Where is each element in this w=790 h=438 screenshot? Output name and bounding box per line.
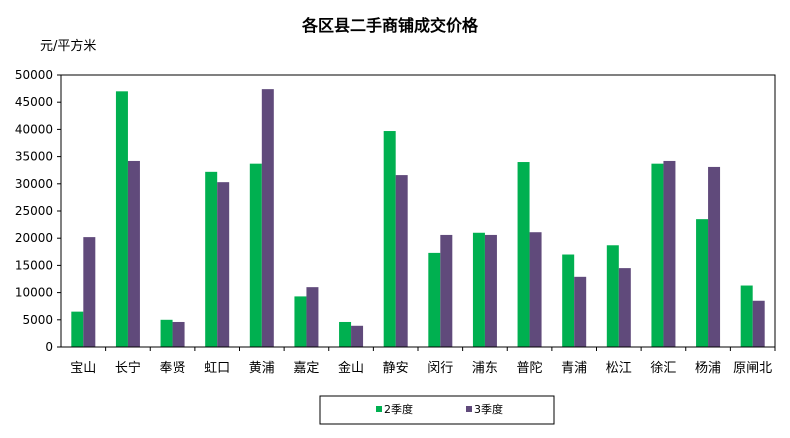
bar-q2 xyxy=(472,232,485,347)
y-tick-label: 35000 xyxy=(15,150,53,164)
bar-q2 xyxy=(606,245,619,347)
legend-swatch-q2 xyxy=(376,406,382,412)
bar-q3 xyxy=(172,321,185,347)
legend-box xyxy=(319,395,555,425)
y-tick-label: 15000 xyxy=(15,258,53,272)
bar-q3 xyxy=(484,234,497,347)
x-category-label: 黄浦 xyxy=(249,361,275,376)
bar-q2 xyxy=(294,296,307,347)
x-category-label: 奉贤 xyxy=(160,361,186,376)
bar-q3 xyxy=(395,175,408,347)
bar-q2 xyxy=(71,311,84,347)
bar-q2 xyxy=(339,321,352,347)
bar-q2 xyxy=(428,252,441,347)
y-tick-label: 30000 xyxy=(15,177,53,191)
bar-q2 xyxy=(740,285,753,347)
legend-label-q2: 2季度 xyxy=(384,402,413,416)
x-category-label: 浦东 xyxy=(472,361,498,376)
bar-q3 xyxy=(752,300,765,347)
bar-q3 xyxy=(306,287,319,347)
x-category-label: 闵行 xyxy=(427,361,453,376)
x-category-label: 杨浦 xyxy=(695,361,721,376)
x-category-label: 金山 xyxy=(338,360,364,376)
bar-q2 xyxy=(651,163,664,347)
bar-q3 xyxy=(618,268,631,347)
y-tick-label: 25000 xyxy=(15,204,53,218)
x-category-label: 长宁 xyxy=(115,360,141,376)
x-category-label: 青浦 xyxy=(561,361,587,376)
bar-q2 xyxy=(517,162,530,347)
y-tick-label: 45000 xyxy=(15,95,53,109)
bar-q3 xyxy=(217,182,230,347)
bar-q2 xyxy=(205,171,218,347)
y-axis-unit-label: 元/平方米 xyxy=(40,38,96,54)
y-tick-label: 5000 xyxy=(22,313,53,327)
x-category-label: 原闸北 xyxy=(733,361,772,376)
bar-q2 xyxy=(115,91,128,347)
bars xyxy=(71,89,765,348)
x-category-label: 嘉定 xyxy=(293,361,319,376)
bar-q3 xyxy=(529,232,542,347)
bar-q3 xyxy=(261,89,274,348)
x-category-label: 虹口 xyxy=(204,361,230,376)
bar-q3 xyxy=(351,325,364,347)
legend-swatch-q3 xyxy=(466,406,472,412)
bar-q3 xyxy=(574,276,587,347)
chart-title: 各区县二手商铺成交价格 xyxy=(301,16,479,35)
bar-q3 xyxy=(83,237,96,347)
y-tick-label: 0 xyxy=(45,340,53,354)
y-axis-ticks: 0 5000 10000 15000 20000 25000 30000 35000 40000… xyxy=(15,68,61,354)
y-tick-label: 50000 xyxy=(15,68,53,82)
bar-q3 xyxy=(127,160,140,347)
bar-q2 xyxy=(562,254,575,347)
bar-q3 xyxy=(663,160,676,347)
x-category-label: 普陀 xyxy=(517,360,543,376)
bar-q2 xyxy=(160,319,173,347)
x-category-label: 松江 xyxy=(606,361,632,376)
bar-q3 xyxy=(440,234,453,347)
bar-q2 xyxy=(383,131,396,347)
y-tick-label: 40000 xyxy=(15,122,53,136)
bar-q2 xyxy=(696,219,709,347)
legend-label-q3: 3季度 xyxy=(474,402,503,416)
x-category-label: 静安 xyxy=(383,361,409,376)
x-category-label: 徐汇 xyxy=(650,361,676,376)
y-tick-label: 10000 xyxy=(15,286,53,300)
y-tick-label: 20000 xyxy=(15,231,53,245)
bar-q2 xyxy=(249,163,262,347)
x-axis-category-labels: 宝山 长宁 奉贤 虹口 黄浦 嘉定 金山 静安 闵行 浦东 普陀 青浦 松江 徐汇 杨浦 原闸北 xyxy=(70,347,776,376)
x-category-label: 宝山 xyxy=(70,361,96,376)
bar-q3 xyxy=(708,166,721,347)
legend: 2季度 3季度 xyxy=(319,395,555,425)
